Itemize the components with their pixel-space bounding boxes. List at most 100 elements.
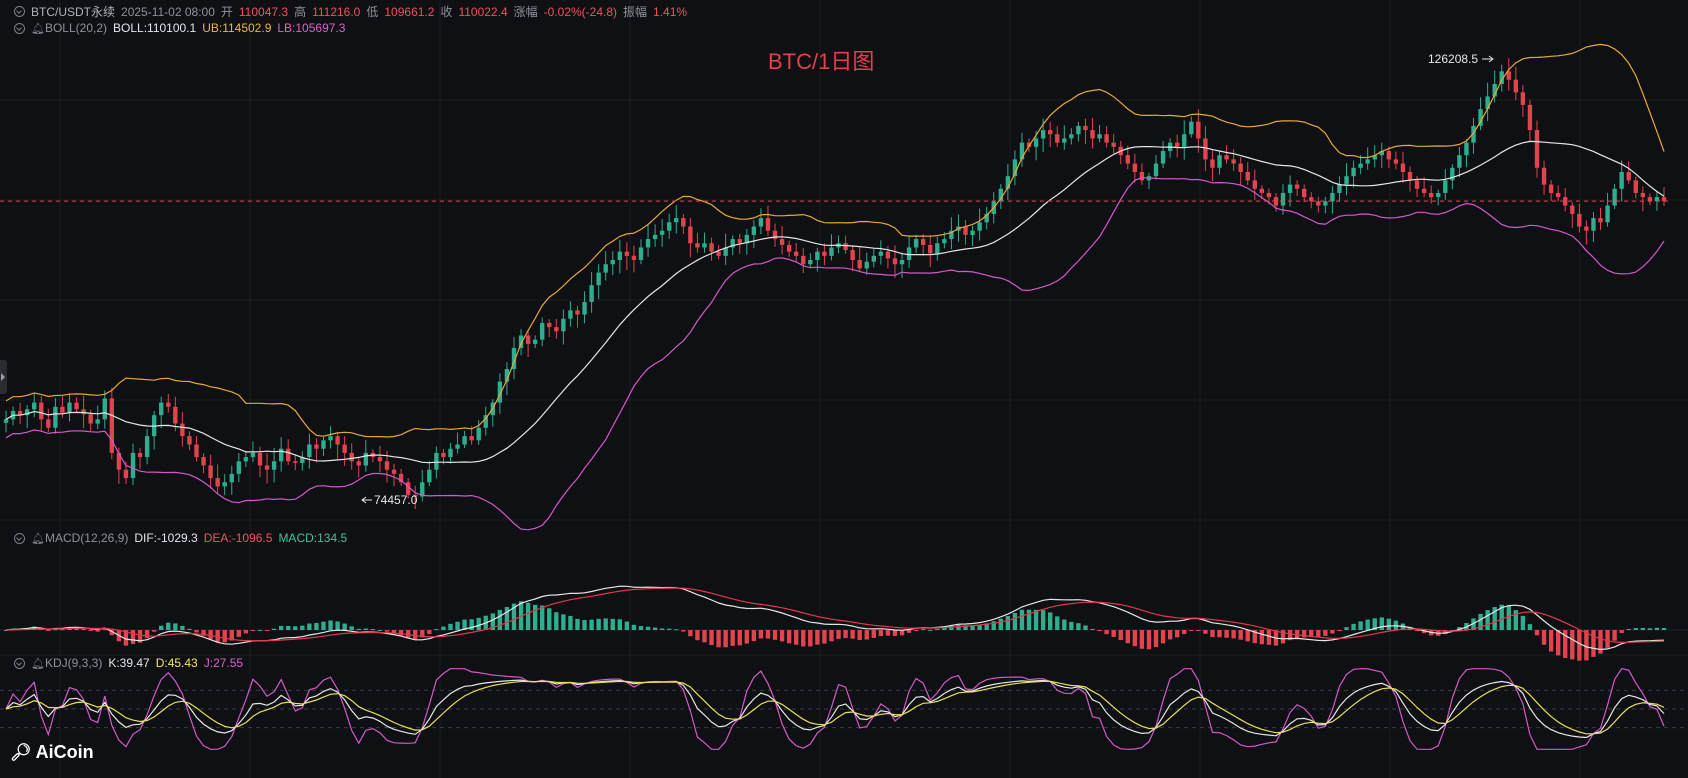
macd-histogram-bar [1294,630,1300,639]
candle-body [638,247,644,261]
macd-histogram-bar [1026,609,1032,630]
macd-histogram-bar [575,618,580,630]
macd-histogram-bar [455,621,460,630]
candle-body [659,230,665,235]
high-marker-label: 126208.5 [1428,52,1478,66]
candle-body [857,260,862,269]
macd-histogram-bar [1189,630,1194,631]
bell-icon[interactable]: 🔔︎ [31,532,45,545]
macd-histogram-bar [596,618,601,630]
candle-body [1097,134,1102,139]
high-value: 111216.0 [312,4,361,19]
macd-histogram-bar [1471,618,1476,630]
candle-body [977,222,982,231]
candle-body [257,452,263,466]
macd-histogram-bar [871,630,876,638]
candle-body [328,436,333,441]
candle-body [166,402,171,407]
candle-body [1443,180,1448,193]
candle-body [130,452,136,479]
chevron-down-icon[interactable] [14,657,25,669]
candle-body [476,427,481,441]
candle-body [652,234,658,240]
macd-histogram-bar [1386,618,1392,630]
candle-body [24,409,30,416]
macd-histogram-bar [1146,630,1152,650]
bell-icon[interactable]: 🔔︎ [31,22,45,35]
boll-lower-line [5,177,1665,531]
chevron-down-icon[interactable] [14,6,25,17]
candle-body [1358,163,1363,168]
macd-histogram-bar [751,630,757,642]
candle-body [74,402,79,410]
macd-histogram-bar [328,620,333,630]
candle-body [398,473,404,483]
macd-histogram-bar [427,630,432,635]
chevron-down-icon[interactable] [14,532,25,544]
candle-body [1316,201,1321,206]
candle-body [1598,218,1603,223]
candle-body [1019,142,1025,160]
macd-histogram-bar [222,630,227,643]
macd-histogram-bar [60,629,65,631]
candle-body [95,419,100,424]
candle-body [1076,125,1081,135]
macd-histogram-bar [1048,612,1053,630]
candle-body [1393,159,1399,164]
macd-histogram-bar [808,630,813,647]
macd-histogram-bar [1118,630,1123,641]
change-value: -0.02%(-24.8) [543,4,618,19]
change-label: 涨幅 [513,5,538,19]
candle-body [307,444,312,458]
macd-histogram-bar [801,630,806,647]
collapse-sidebar-tab[interactable] [0,360,7,394]
macd-histogram-bar [1570,630,1575,660]
macd-histogram-bar [716,630,721,648]
candle-body [504,369,510,382]
candle-body [1245,171,1250,181]
candle-body [1055,134,1060,143]
candle-body [159,402,164,416]
macd-histogram-bar [765,630,771,639]
macd-histogram-bar [3,630,9,631]
macd-histogram-bar [434,629,439,631]
macd-histogram-bar [166,622,171,630]
high-label: 高 [294,5,307,19]
macd-histogram-bar [208,630,213,640]
candle-body [208,465,213,479]
candle-body [1421,188,1427,193]
candle-body [39,402,44,420]
candle-body [801,255,806,265]
macd-histogram-bar [779,630,785,642]
macd-histogram-bar [490,613,496,630]
candle-body [970,230,975,235]
candle-body [1189,121,1194,135]
macd-histogram-bar [652,627,658,630]
macd-histogram-bar [1238,630,1243,640]
candle-body [483,415,488,428]
boll-lines [5,43,1665,531]
macd-histogram-bar [885,630,891,636]
candle-body [1090,130,1095,139]
candle-body [250,452,256,458]
chevron-down-icon[interactable] [14,22,25,34]
bell-icon[interactable]: 🔔︎ [31,657,45,670]
candle-body [822,251,827,256]
macd-histogram-bar [547,608,552,630]
candle-body [1548,184,1554,193]
candle-body [744,234,749,244]
amplitude-label: 振幅 [623,5,648,19]
macd-histogram-bar [74,628,79,630]
kdj-k-line [5,679,1665,739]
candle-body [794,251,799,256]
macd-histogram-bar [1153,630,1159,648]
macd-histogram-bar [949,626,954,630]
macd-histogram-bar [878,630,884,637]
macd-histogram-bar [977,624,982,630]
kdj-j-line [5,668,1665,750]
candle-body [1647,197,1653,202]
macd-histogram-bar [638,626,644,630]
macd-histogram-bar [391,630,397,634]
candle-body [1365,159,1370,164]
